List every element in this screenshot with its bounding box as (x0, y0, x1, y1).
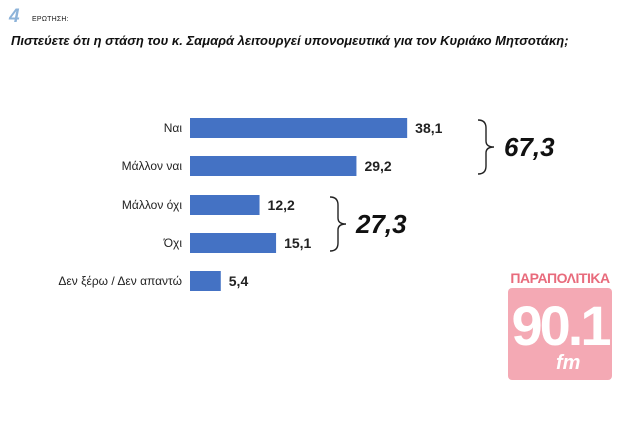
bar (190, 195, 260, 215)
logo-frequency: 90.1 (511, 294, 612, 357)
bar (190, 156, 357, 176)
group-total-label: 27,3 (355, 209, 407, 239)
logo-brand-text: ΠΑΡΑΠΟΛΙΤΙΚΑ (510, 270, 610, 286)
category-label: Μάλλον ναι (122, 159, 183, 173)
category-label: Μάλλον όχι (122, 198, 182, 212)
bar (190, 233, 277, 253)
bar (190, 271, 221, 291)
group-total-label: 67,3 (504, 132, 555, 162)
question-text: Πιστεύετε ότι η στάση του κ. Σαμαρά λειτ… (11, 33, 569, 48)
category-label: Όχι (163, 236, 183, 250)
radio-logo: ΠΑΡΑΠΟΛΙΤΙΚΑ 90.1 fm (500, 268, 620, 386)
question-tag: ΕΡΩΤΗΣΗ: (32, 16, 69, 23)
brace-group-2 (329, 196, 347, 252)
value-label: 15,1 (284, 235, 311, 251)
brace-group-1 (477, 119, 495, 175)
bar (190, 118, 408, 138)
category-label: Δεν ξέρω / Δεν απαντώ (58, 274, 182, 288)
question-number: 4 (9, 6, 20, 27)
value-label: 29,2 (364, 158, 391, 174)
value-label: 38,1 (415, 120, 442, 136)
value-label: 12,2 (268, 197, 295, 213)
value-label: 5,4 (229, 273, 249, 289)
logo-fm: fm (556, 352, 581, 374)
category-label: Ναι (164, 121, 183, 135)
logo-box: 90.1 fm (508, 288, 612, 380)
